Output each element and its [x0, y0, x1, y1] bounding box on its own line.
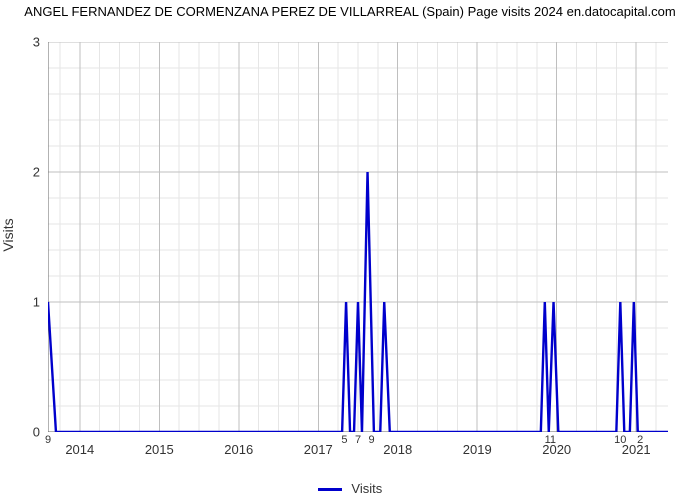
legend-swatch	[318, 488, 342, 491]
plot-area	[48, 42, 668, 432]
x-tick-label: 2014	[65, 442, 94, 457]
chart-container: ANGEL FERNANDEZ DE CORMENZANA PEREZ DE V…	[0, 0, 700, 500]
x-tick-label: 2016	[224, 442, 253, 457]
plot-svg	[48, 42, 668, 432]
data-point-label: 11	[545, 434, 556, 446]
y-tick-label: 0	[0, 425, 40, 440]
legend-label: Visits	[351, 481, 382, 496]
x-tick-label: 2017	[304, 442, 333, 457]
data-point-label: 9	[368, 434, 374, 446]
data-point-label: 7	[355, 434, 361, 446]
x-tick-label: 2018	[383, 442, 412, 457]
y-tick-label: 1	[0, 295, 40, 310]
y-tick-label: 3	[0, 35, 40, 50]
data-point-label: 9	[45, 434, 51, 446]
y-axis-title: Visits	[0, 218, 16, 251]
x-tick-label: 2015	[145, 442, 174, 457]
x-tick-label: 2019	[463, 442, 492, 457]
y-tick-label: 2	[0, 165, 40, 180]
data-point-label: 10	[614, 434, 626, 446]
data-point-label: 2	[637, 434, 643, 446]
data-point-label: 5	[341, 434, 347, 446]
legend: Visits	[0, 481, 700, 496]
chart-title: ANGEL FERNANDEZ DE CORMENZANA PEREZ DE V…	[0, 4, 700, 20]
